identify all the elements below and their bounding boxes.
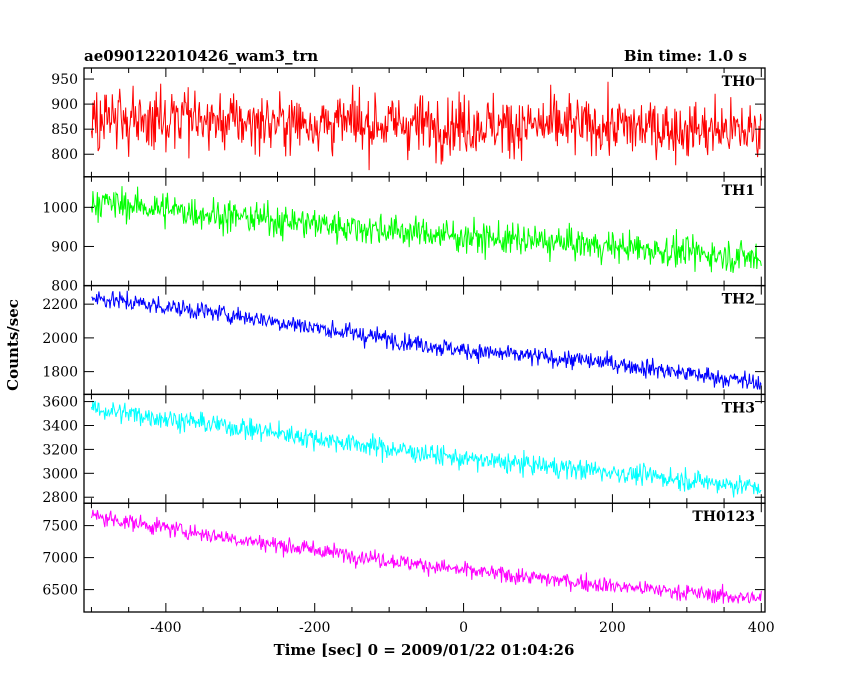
y-tick-label: 3000: [42, 466, 78, 482]
y-tick-label: 2200: [42, 297, 78, 313]
panel-th1: 800 900 1000 TH1: [42, 176, 766, 295]
y-tick-label: 800: [51, 147, 78, 163]
panel-label-th1: TH1: [722, 183, 755, 199]
panel-label-th0: TH0: [722, 74, 756, 90]
y-tick-label: 6500: [42, 583, 78, 599]
x-axis: -400 -200 0 200 400: [150, 620, 775, 636]
y-tick-label: 3600: [42, 395, 78, 411]
bin-time-label: Bin time: 1.0 s: [624, 47, 747, 65]
panel-frame: [83, 502, 766, 613]
y-tick-label: 7500: [42, 519, 78, 535]
panel-th0123: 6500 7000 7500 TH0123: [42, 502, 766, 613]
x-tick-label: 0: [459, 620, 468, 636]
y-tick-label: 7000: [42, 551, 78, 567]
y-tick-label: 950: [51, 72, 78, 88]
y-tick-label: 2800: [42, 490, 78, 506]
chart-title: ae090122010426_wam3_trn: [84, 47, 318, 65]
y-tick-label: 3400: [42, 418, 78, 434]
x-tick-label: 200: [599, 620, 626, 636]
series-th0123: [90, 509, 762, 604]
panel-th0: 800 850 900 950 TH0: [51, 67, 766, 178]
panel-frame: [83, 284, 766, 396]
y-tick-label: 2000: [42, 331, 78, 347]
y-tick-label: 800: [51, 279, 78, 295]
x-tick-label: -200: [299, 620, 330, 636]
y-tick-label: 900: [51, 239, 78, 255]
series-th0: [90, 81, 762, 171]
series-th2: [91, 290, 762, 390]
series-th3: [90, 400, 762, 498]
panels-group: 800 850 900 950 TH0 800 900 1000 TH1 1800 2000 2200…: [42, 67, 766, 613]
y-tick-label: 850: [51, 122, 78, 138]
x-tick-label: -400: [150, 620, 181, 636]
x-axis-label: Time [sec] 0 = 2009/01/22 01:04:26: [274, 641, 575, 659]
y-axis-label: Counts/sec: [4, 299, 22, 391]
panel-label-th3: TH3: [722, 400, 755, 416]
y-tick-label: 1800: [42, 365, 78, 381]
y-tick-label: 1000: [42, 200, 78, 216]
y-tick-label: 900: [51, 97, 78, 113]
panel-th3: 2800 3000 3200 3400 3600 TH3: [42, 393, 766, 506]
panel-label-th0123: TH0123: [692, 509, 755, 525]
y-tick-label: 3200: [42, 442, 78, 458]
panel-th2: 1800 2000 2200 TH2: [42, 284, 766, 396]
panel-label-th2: TH2: [722, 292, 755, 308]
series-th1: [90, 186, 762, 273]
x-tick-label: 400: [748, 620, 775, 636]
